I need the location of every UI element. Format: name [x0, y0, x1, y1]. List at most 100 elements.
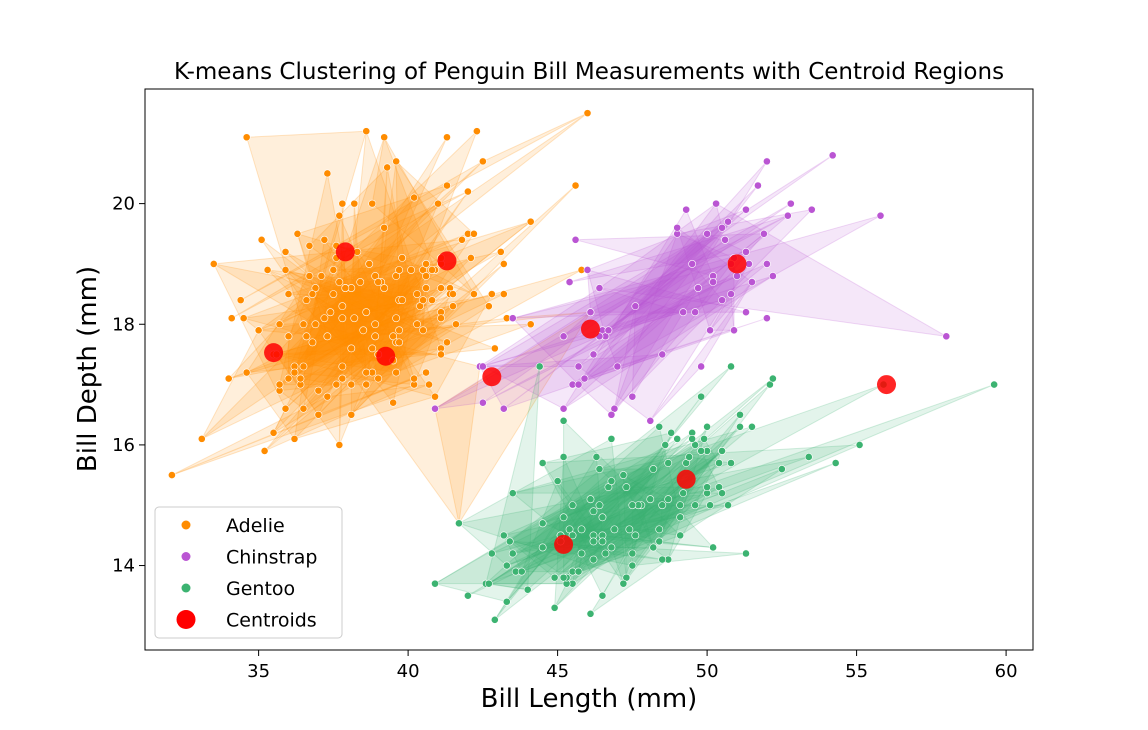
data-point	[568, 501, 577, 510]
data-point	[571, 235, 580, 244]
data-point	[335, 211, 344, 220]
centroid-region	[294, 269, 433, 367]
data-point	[478, 398, 487, 407]
data-point	[742, 549, 750, 558]
legend-label: Chinstrap	[226, 547, 318, 569]
data-point	[736, 410, 744, 419]
data-point	[499, 404, 508, 413]
data-point	[347, 380, 356, 389]
centroid-region	[608, 263, 768, 331]
data-point	[517, 567, 526, 576]
data-point	[299, 320, 308, 329]
data-point	[526, 320, 535, 329]
data-point	[383, 163, 392, 172]
data-point	[598, 537, 607, 546]
data-point	[425, 380, 433, 389]
data-point	[434, 199, 442, 208]
data-point	[437, 350, 445, 359]
centroid-region	[485, 366, 541, 591]
data-point	[876, 211, 885, 220]
centroid-marker	[264, 343, 284, 363]
data-point	[508, 549, 517, 558]
data-point	[559, 573, 568, 582]
data-point	[727, 362, 735, 371]
data-point	[574, 362, 583, 371]
data-point	[559, 453, 568, 461]
data-point	[628, 549, 637, 558]
data-point	[586, 609, 595, 618]
centroid-region	[511, 426, 753, 561]
centroid-region	[577, 263, 750, 422]
data-point	[419, 326, 427, 335]
data-point	[392, 157, 401, 166]
data-point	[374, 374, 383, 383]
centroid-region	[308, 166, 418, 326]
data-point	[469, 290, 478, 298]
data-point	[706, 326, 714, 335]
data-points	[168, 109, 999, 624]
data-point	[628, 501, 637, 510]
data-point	[284, 290, 293, 298]
data-point	[691, 501, 700, 510]
data-point	[496, 247, 505, 256]
centroid-region	[563, 208, 714, 410]
data-point	[688, 434, 697, 443]
data-point	[499, 260, 508, 268]
data-point	[449, 302, 457, 311]
centroid-region	[599, 263, 723, 337]
data-point	[449, 290, 457, 298]
data-point	[365, 260, 374, 268]
data-point	[224, 374, 233, 383]
data-point	[595, 501, 604, 510]
data-point	[227, 314, 236, 323]
centroid-region	[512, 263, 733, 319]
data-point	[338, 374, 347, 383]
data-point	[724, 501, 732, 510]
data-point	[990, 380, 999, 389]
data-point	[455, 519, 463, 528]
data-point	[727, 459, 735, 467]
data-point	[499, 531, 508, 540]
data-point	[410, 374, 418, 383]
data-point	[673, 434, 682, 443]
data-point	[410, 193, 418, 202]
data-point	[469, 229, 478, 238]
data-point	[679, 308, 688, 317]
centroid-region	[278, 136, 448, 392]
data-point	[484, 579, 493, 588]
centroid-region	[318, 221, 532, 392]
legend-marker	[181, 552, 191, 561]
data-point	[703, 483, 712, 492]
data-point	[422, 272, 430, 280]
centroid-region	[271, 293, 493, 398]
centroid-region	[285, 251, 355, 319]
data-point	[762, 260, 771, 268]
x-tick-label: 45	[546, 661, 569, 682]
data-point	[458, 235, 466, 244]
data-point	[362, 127, 371, 136]
centroid-region	[467, 462, 687, 597]
data-point	[484, 302, 493, 311]
data-point	[478, 362, 487, 371]
y-axis-label: Bill Depth (mm)	[73, 266, 103, 472]
data-point	[783, 211, 792, 220]
data-point	[583, 109, 592, 118]
data-point	[338, 314, 347, 323]
data-point	[619, 471, 628, 479]
data-point	[721, 235, 729, 244]
data-point	[592, 453, 601, 461]
data-point	[290, 434, 299, 443]
data-point	[502, 561, 511, 570]
data-point	[428, 296, 436, 305]
data-point	[413, 290, 421, 298]
data-point	[768, 272, 777, 280]
data-point	[338, 302, 347, 311]
data-point	[499, 290, 508, 298]
data-point	[724, 217, 732, 226]
data-point	[700, 434, 709, 443]
centroid-region	[503, 239, 726, 410]
data-point	[311, 320, 320, 329]
data-point	[649, 465, 658, 473]
data-point	[371, 320, 380, 329]
data-point	[583, 266, 592, 274]
